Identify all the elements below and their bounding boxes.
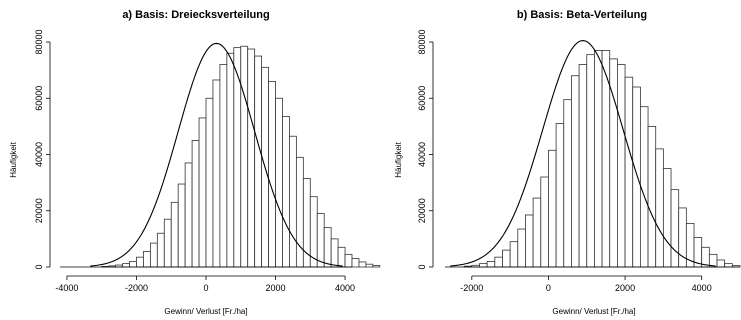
panel-b-bar (670, 189, 680, 268)
panel-a-bar (323, 227, 332, 268)
panel-a-bar (344, 253, 353, 268)
panel-a-bar (316, 213, 325, 268)
panel-b-bar (517, 228, 526, 268)
panel-a-bar (219, 64, 228, 268)
panel-b-bar (509, 241, 519, 268)
panel-a-x-tick-label: 2000 (266, 283, 286, 293)
panel-a-bar (184, 162, 193, 268)
panel-b-y-tick-label: 60000 (417, 86, 427, 111)
panel-a-bar (289, 135, 297, 268)
panel-b-xlabel: Gewinn/ Verlust [Fr./ha] (552, 307, 635, 316)
panel-a-bar (351, 258, 360, 268)
panel-b-bar (716, 259, 726, 268)
panel-b-y-tick-label: 0 (417, 264, 427, 269)
panel-b-bar (586, 54, 595, 268)
panel-a-bar (163, 218, 172, 268)
panel-a-bar (149, 242, 158, 268)
panel-b-y-tick-label: 20000 (417, 198, 427, 223)
panel-a-density-curve (90, 42, 343, 267)
panel-b-bar (724, 263, 733, 268)
panel-b-x-tick-label: 2000 (615, 283, 635, 293)
panel-a-xlabel: Gewinn/ Verlust [Fr./ha] (164, 307, 247, 316)
panel-a-bar (191, 140, 200, 268)
panel-a-title: a) Basis: Dreiecksverteilung (122, 9, 269, 21)
panel-a-y-tick-label: 20000 (34, 198, 44, 223)
panel-b-x-tick-label: 0 (546, 283, 551, 293)
panel-b-bar (479, 263, 488, 268)
panel-b-bar (548, 149, 557, 268)
panel-a-bar (198, 117, 207, 268)
panel-b-x-tick-label: 4000 (692, 283, 712, 293)
panel-a-bar (143, 251, 151, 268)
panel-b-bar (555, 123, 565, 268)
panel-a-y-tick-label: 40000 (34, 142, 44, 167)
panel-a-ylabel: Häufigkeit (9, 141, 18, 177)
panel-b-bar (502, 249, 511, 268)
panel-a-y-tick-label: 60000 (34, 86, 44, 111)
panel-a-bar (170, 201, 179, 268)
panel-b-ylabel: Häufigkeit (394, 141, 403, 177)
panel-a-bar (282, 116, 290, 268)
panel-a-bar (122, 263, 130, 268)
panel-a-bar (275, 97, 283, 268)
panel-b: b) Basis: Beta-Verteilung Häufigkeit Gew… (394, 9, 741, 316)
panel-b-bar (494, 256, 503, 268)
panel-a-bar (129, 260, 137, 268)
panel-a-bar (268, 80, 276, 268)
panel-b-bar (571, 75, 580, 268)
panel-a-bar (372, 265, 381, 268)
panel-b-bar (647, 125, 657, 268)
panel-a-bar (247, 48, 256, 268)
panel-a-y-tick-label: 0 (34, 264, 44, 269)
panel-b-bar (563, 99, 572, 268)
panel-b-bar (578, 64, 588, 268)
panel-a-bar (240, 45, 249, 268)
panel-a-bar (156, 232, 165, 268)
panel-a-bar (358, 261, 367, 268)
panel-a-bar (254, 55, 263, 268)
panel-a-bar (365, 263, 374, 268)
panel-a-bar (226, 52, 235, 268)
panel-b-bar (525, 214, 534, 268)
panel-b-bar (662, 168, 672, 268)
panel-b-bar (632, 86, 641, 268)
panel-a-bar (330, 238, 339, 268)
panel-a-bar (177, 183, 186, 268)
panel-a-bar (205, 97, 214, 268)
panel-b-density-curve (450, 40, 716, 267)
panel-b-bar (617, 64, 626, 268)
panel-b-bars (463, 50, 741, 268)
panel-a-bar (337, 246, 346, 268)
panel-b-bar (532, 197, 542, 268)
panel-a-bar (295, 156, 304, 268)
panel-b-bar (639, 106, 649, 268)
panel-b-bar (594, 50, 603, 268)
panel-b-y-tick-label: 80000 (417, 29, 427, 54)
panel-a-bar (212, 79, 221, 268)
panel-b-bar (540, 176, 549, 268)
panel-a-y-tick-label: 80000 (34, 29, 44, 54)
panel-a-x-tick-label: 0 (203, 283, 208, 293)
panel-a-bar (136, 256, 144, 268)
panel-b-y-tick-label: 40000 (417, 142, 427, 167)
panel-a-x-tick-label: -2000 (125, 283, 148, 293)
panel-a: a) Basis: Dreiecksverteilung Häufigkeit … (9, 9, 381, 316)
panel-a-bars (101, 45, 381, 268)
panel-b-bar (655, 148, 664, 268)
panel-a-x-tick-label: -4000 (55, 283, 78, 293)
panel-a-x-tick-label: 4000 (335, 283, 355, 293)
panel-b-bar (624, 76, 634, 268)
panel-b-bar (486, 260, 496, 268)
panel-b-title: b) Basis: Beta-Verteilung (517, 9, 647, 21)
panel-b-x-tick-label: -2000 (460, 283, 483, 293)
